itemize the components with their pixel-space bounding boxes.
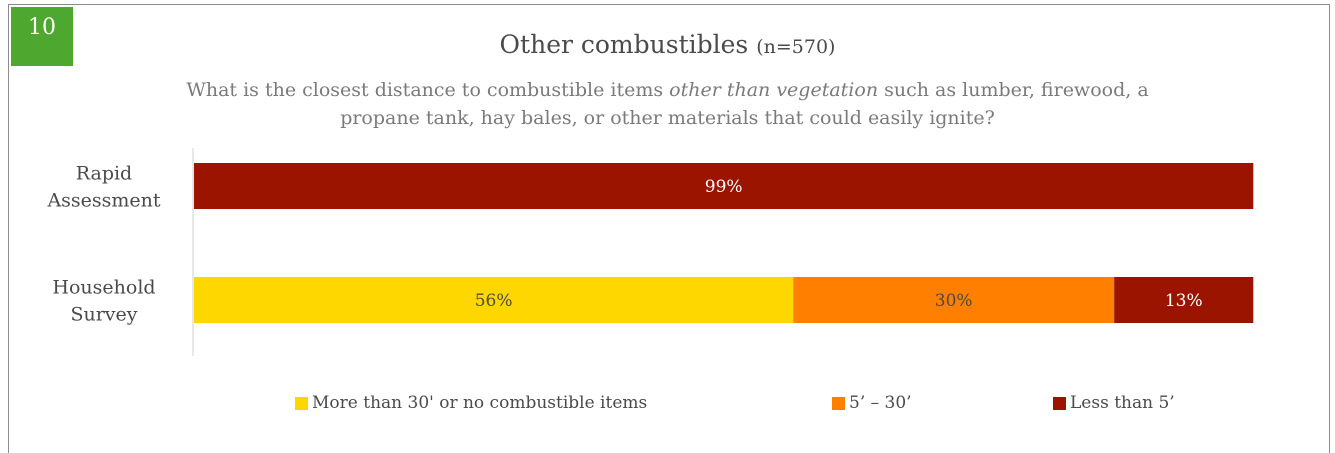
subtitle-emphasis: other than vegetation [669, 79, 879, 101]
chart-title: Other combustibles (n=570) [0, 30, 1335, 59]
bar-data-label: 56% [475, 291, 513, 311]
bar-segment [793, 277, 1115, 323]
legend-swatch [832, 396, 845, 410]
category-label: Household Survey [52, 277, 155, 326]
legend: More than 30' or no combustible items 5’ … [0, 393, 1335, 423]
legend-swatch [1053, 396, 1066, 410]
legend-item: Less than 5’ [1053, 393, 1175, 413]
subtitle-part-2: such as lumber, firewood, a propane tank… [340, 79, 1149, 129]
chart-title-main: Other combustibles [499, 30, 749, 59]
bar-data-label: 99% [705, 177, 743, 197]
legend-label: 5’ – 30’ [849, 393, 912, 413]
legend-swatch [295, 396, 308, 410]
bar-data-label: 13% [1165, 291, 1203, 311]
chart-subtitle: What is the closest distance to combusti… [150, 76, 1185, 132]
bar-segment [1114, 277, 1254, 323]
legend-item: 5’ – 30’ [832, 393, 912, 413]
bar-segment [194, 163, 1254, 209]
slide-number-badge: 10 [11, 7, 73, 66]
chart-title-n: (n=570) [756, 36, 836, 58]
category-label: Rapid Assessment [46, 163, 160, 212]
legend-label: More than 30' or no combustible items [312, 393, 648, 413]
subtitle-part-1: What is the closest distance to combusti… [186, 79, 670, 101]
bar-data-label: 30% [935, 291, 973, 311]
chart-frame [8, 4, 1330, 453]
bar-segment [194, 277, 794, 323]
legend-item: More than 30' or no combustible items [295, 393, 647, 413]
legend-label: Less than 5’ [1070, 393, 1175, 413]
